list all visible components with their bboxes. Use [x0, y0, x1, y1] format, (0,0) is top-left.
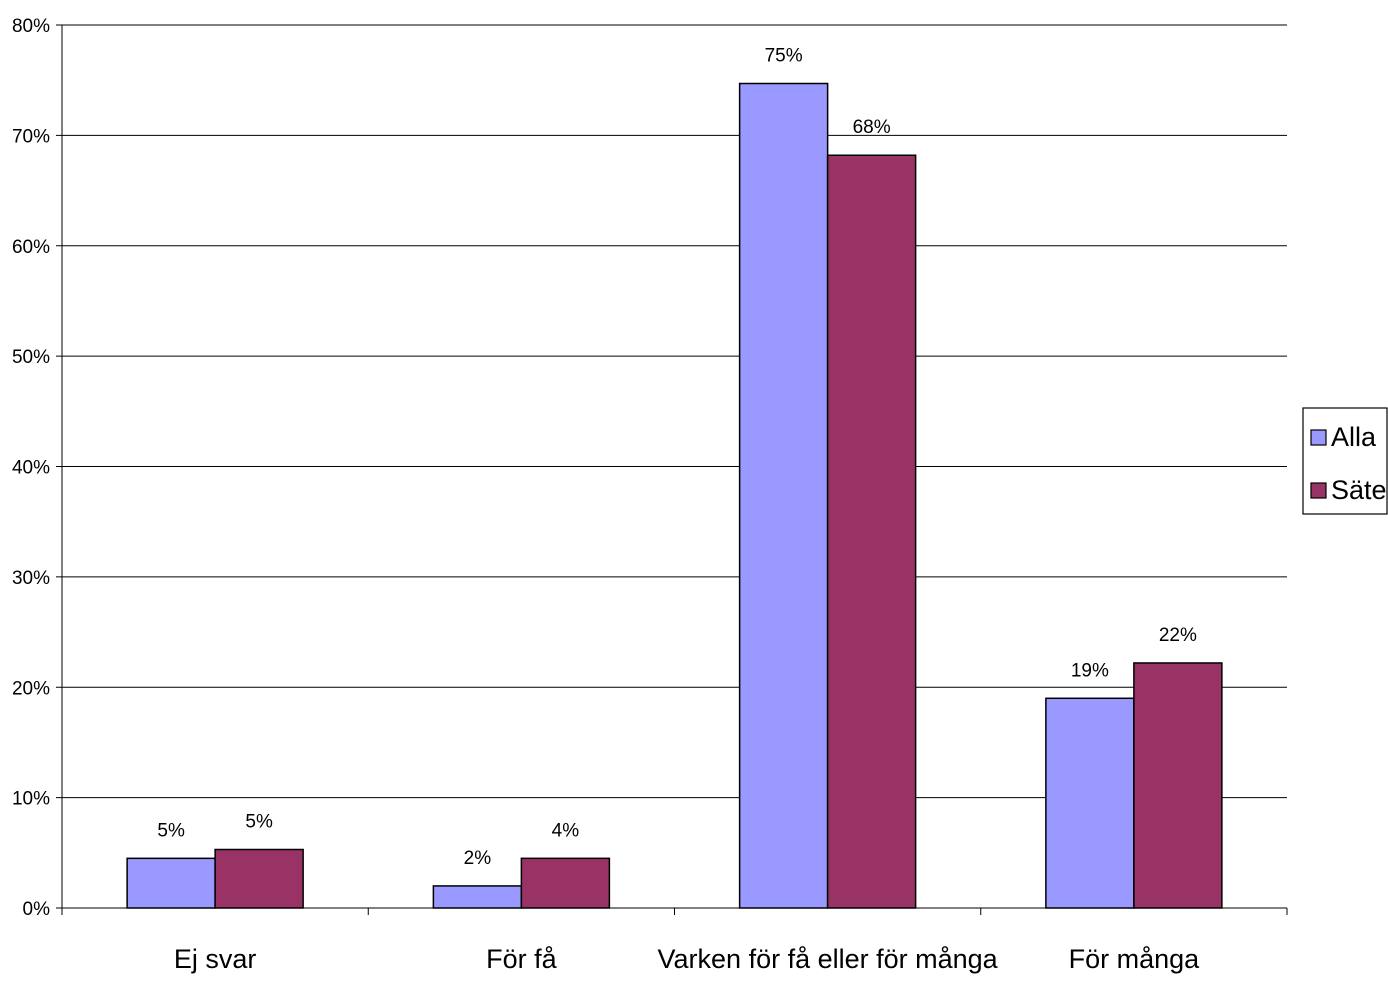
legend-label: Säter	[1331, 475, 1388, 505]
x-tick-label: Varken för få eller för många	[658, 944, 999, 974]
legend-swatch	[1310, 429, 1327, 446]
y-tick-label: 0%	[23, 899, 51, 920]
data-label: 22%	[1159, 625, 1197, 646]
bar-s-ter	[214, 848, 304, 909]
y-tick-label: 30%	[12, 568, 50, 589]
legend-label: Alla	[1331, 422, 1377, 452]
axes: 0% 10% 20% 30% 40% 50% 60% 70% 80% Ej svar För få V…	[12, 16, 1288, 974]
data-label: 5%	[245, 812, 273, 833]
data-label: 2%	[464, 848, 492, 869]
y-tick-label: 50%	[12, 347, 50, 368]
bar-s-ter	[1133, 662, 1223, 909]
data-label: 5%	[157, 820, 185, 841]
y-tick-label: 10%	[12, 789, 50, 810]
data-label: 68%	[853, 117, 891, 138]
data-label: 4%	[552, 820, 580, 841]
y-tick-label: 20%	[12, 678, 50, 699]
x-tick-label: För många	[1069, 944, 1201, 974]
grid-lines	[62, 24, 1287, 909]
data-label: 19%	[1071, 660, 1109, 681]
y-tick-label: 80%	[12, 16, 50, 37]
y-tick-label: 40%	[12, 458, 50, 479]
y-tick-label: 60%	[12, 237, 50, 258]
bars	[126, 82, 1223, 909]
bar-s-ter	[520, 857, 611, 909]
data-label: 75%	[765, 45, 803, 66]
bar-alla	[432, 885, 523, 909]
bar-alla	[126, 857, 216, 909]
legend: Alla Säter	[1302, 407, 1388, 515]
data-labels: 5% 5% 2% 4% 75% 68% 19% 22%	[157, 45, 1197, 868]
bar-s-ter	[826, 154, 917, 909]
legend-swatch	[1310, 482, 1327, 499]
x-tick-label: Ej svar	[174, 944, 257, 974]
x-tick-label: För få	[486, 944, 558, 974]
y-tick-label: 70%	[12, 126, 50, 147]
bar-alla	[738, 82, 829, 909]
bar-alla	[1045, 697, 1135, 909]
